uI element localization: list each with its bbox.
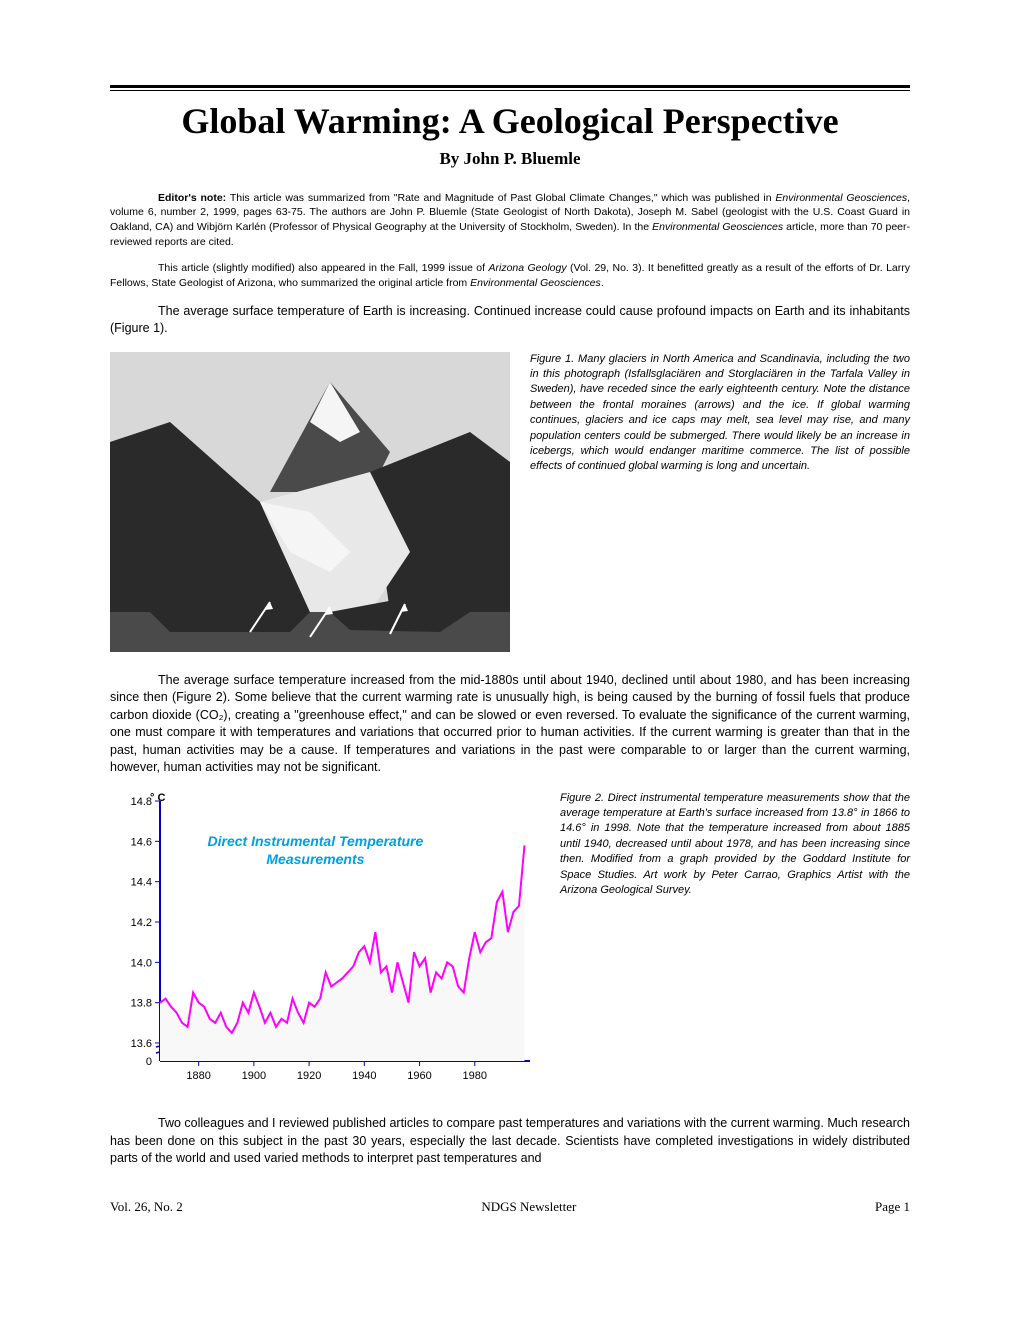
svg-text:Measurements: Measurements — [266, 851, 364, 867]
svg-text:14.0: 14.0 — [131, 957, 152, 969]
footer-left: Vol. 26, No. 2 — [110, 1198, 183, 1216]
rule-thick — [110, 85, 910, 88]
svg-text:1900: 1900 — [242, 1070, 266, 1082]
svg-text:1940: 1940 — [352, 1070, 376, 1082]
en2i2: Environmental Geosciences — [470, 277, 601, 289]
svg-text:1920: 1920 — [297, 1070, 321, 1082]
rule-thin — [110, 90, 910, 91]
article-title: Global Warming: A Geological Perspective — [110, 97, 910, 146]
body-p1: The average surface temperature of Earth… — [110, 303, 910, 338]
svg-text:° C: ° C — [150, 792, 165, 804]
svg-text:1880: 1880 — [186, 1070, 210, 1082]
en2c: . — [601, 277, 604, 289]
en1i2: Environmental Geosciences — [652, 221, 783, 233]
svg-text:13.8: 13.8 — [131, 997, 152, 1009]
figure-1-block: Figure 1. Many glaciers in North America… — [110, 352, 910, 652]
svg-text:1960: 1960 — [407, 1070, 431, 1082]
editor-note-2: This article (slightly modified) also ap… — [110, 261, 910, 290]
en1a: This article was summarized from "Rate a… — [226, 192, 775, 204]
svg-text:14.8: 14.8 — [131, 796, 152, 808]
body-p3: Two colleagues and I reviewed published … — [110, 1115, 910, 1168]
svg-text:13.6: 13.6 — [131, 1038, 152, 1050]
figure-1-caption: Figure 1. Many glaciers in North America… — [530, 352, 910, 475]
svg-text:0: 0 — [146, 1056, 152, 1068]
svg-text:14.6: 14.6 — [131, 836, 152, 848]
glacier-svg — [110, 352, 510, 652]
figure-1-image — [110, 352, 510, 652]
footer-right: Page 1 — [875, 1198, 910, 1216]
figure-2-chart: 13.6 13.8 14.0 14.2 14.4 14.6 14.8 0 1880 1900 192… — [110, 791, 540, 1096]
chart-svg: 13.6 13.8 14.0 14.2 14.4 14.6 14.8 0 1880 1900 192… — [110, 791, 540, 1091]
byline: By John P. Bluemle — [110, 148, 910, 171]
figure-2-caption: Figure 2. Direct instrumental temperatur… — [560, 791, 910, 899]
editor-note-1: Editor's note: This article was summariz… — [110, 191, 910, 250]
svg-text:14.2: 14.2 — [131, 917, 152, 929]
figure-2-block: 13.6 13.8 14.0 14.2 14.4 14.6 14.8 0 1880 1900 192… — [110, 791, 910, 1096]
body-p2: The average surface temperature increase… — [110, 672, 910, 777]
en1i1: Environmental Geosciences — [775, 192, 907, 204]
footer-center: NDGS Newsletter — [481, 1198, 576, 1216]
en2i1: Arizona Geology — [488, 262, 566, 274]
svg-text:1980: 1980 — [463, 1070, 487, 1082]
svg-text:Direct Instrumental Temperatur: Direct Instrumental Temperature — [208, 833, 424, 849]
page-footer: Vol. 26, No. 2 NDGS Newsletter Page 1 — [110, 1198, 910, 1216]
svg-text:14.4: 14.4 — [131, 876, 152, 888]
editor-note-label: Editor's note: — [158, 192, 226, 204]
en2a: This article (slightly modified) also ap… — [158, 262, 488, 274]
